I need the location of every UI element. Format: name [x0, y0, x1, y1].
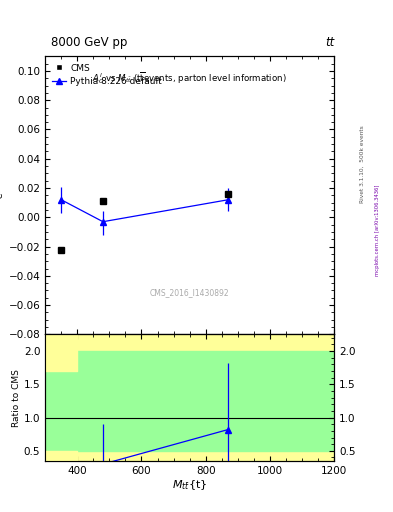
Text: Rivet 3.1.10,  500k events: Rivet 3.1.10, 500k events	[360, 125, 365, 203]
Text: mcplots.cern.ch [arXiv:1306.3436]: mcplots.cern.ch [arXiv:1306.3436]	[375, 185, 380, 276]
Y-axis label: $A_C^{lep}$: $A_C^{lep}$	[0, 183, 6, 207]
Text: tt: tt	[325, 36, 334, 49]
Text: CMS_2016_I1430892: CMS_2016_I1430892	[150, 288, 230, 297]
Text: $A_C^l$ vs $M_{t\bar{t}}$ (t$\overline{\mathrm{t}}$events, parton level informat: $A_C^l$ vs $M_{t\bar{t}}$ (t$\overline{\…	[92, 70, 287, 86]
Legend: CMS, Pythia 8.226 default: CMS, Pythia 8.226 default	[50, 61, 165, 89]
X-axis label: $M_{t\bar{t}}${t}: $M_{t\bar{t}}${t}	[172, 478, 207, 492]
Text: 8000 GeV pp: 8000 GeV pp	[51, 36, 127, 49]
Y-axis label: Ratio to CMS: Ratio to CMS	[12, 369, 21, 426]
